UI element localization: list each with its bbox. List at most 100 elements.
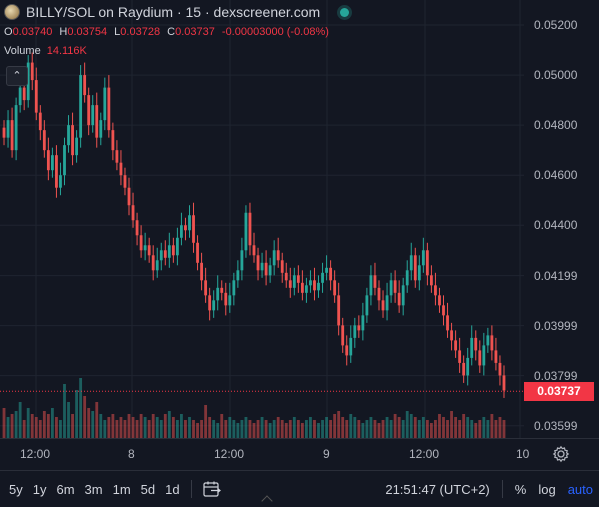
high-value: 0.03754 bbox=[67, 26, 108, 38]
price-axis[interactable]: 0.05200 0.05000 0.04800 0.04600 0.04400 0.041… bbox=[524, 0, 599, 438]
range-5d-button[interactable]: 5d bbox=[140, 481, 156, 497]
time-tick-label: 12:00 bbox=[409, 447, 440, 461]
candle-body-117 bbox=[474, 337, 478, 351]
candle-body-36 bbox=[147, 245, 151, 256]
candle-body-6 bbox=[26, 62, 30, 101]
low-key: L bbox=[114, 26, 121, 38]
volume-bar-2 bbox=[10, 414, 14, 438]
volume-bar-114 bbox=[462, 414, 466, 438]
last-price-tag: 0.03737 bbox=[524, 382, 594, 402]
volume-bar-57 bbox=[232, 420, 236, 438]
volume-bar-80 bbox=[325, 417, 328, 438]
candle-body-4 bbox=[18, 87, 22, 106]
candle-body-113 bbox=[458, 350, 462, 363]
volume-bar-37 bbox=[151, 414, 155, 438]
volume-bar-107 bbox=[434, 420, 437, 438]
price-tick-label: 0.03999 bbox=[534, 318, 578, 333]
log-scale-button[interactable]: log bbox=[538, 481, 556, 497]
range-1y-button[interactable]: 1y bbox=[32, 481, 47, 497]
candle-body-101 bbox=[409, 255, 413, 271]
volume-bar-123 bbox=[498, 417, 502, 438]
candle-body-22 bbox=[91, 105, 95, 126]
volume-bar-27 bbox=[111, 414, 115, 438]
gear-icon[interactable] bbox=[552, 445, 570, 463]
volume-bar-14 bbox=[59, 420, 62, 438]
volume-bar-44 bbox=[180, 414, 183, 438]
calendar-goto-icon[interactable] bbox=[202, 480, 222, 498]
volume-bar-24 bbox=[99, 414, 103, 438]
candle-body-105 bbox=[425, 250, 429, 276]
candle-body-110 bbox=[446, 315, 449, 331]
candle-body-120 bbox=[486, 335, 490, 346]
volume-bar-10 bbox=[42, 411, 46, 438]
collapse-legend-button[interactable]: ⌃ bbox=[6, 66, 28, 86]
volume-bar-28 bbox=[115, 420, 119, 438]
volume-bar-119 bbox=[482, 417, 486, 438]
volume-bar-62 bbox=[252, 423, 256, 438]
candle-body-51 bbox=[208, 295, 212, 311]
candle-body-83 bbox=[337, 295, 341, 326]
volume-bar-5 bbox=[22, 420, 26, 438]
volume-bar-84 bbox=[341, 417, 345, 438]
volume-bar-108 bbox=[438, 414, 441, 438]
toolbar-divider bbox=[190, 480, 192, 498]
candlestick-chart[interactable] bbox=[0, 0, 524, 438]
candle-body-46 bbox=[188, 215, 191, 231]
candle-body-27 bbox=[111, 130, 115, 151]
candle-body-28 bbox=[115, 150, 119, 163]
candle-body-78 bbox=[317, 282, 320, 291]
volume-bar-120 bbox=[486, 420, 490, 438]
low-value: 0.03728 bbox=[120, 26, 161, 38]
volume-bar-36 bbox=[147, 420, 151, 438]
open-value: 0.03740 bbox=[12, 26, 53, 38]
time-axis[interactable]: 12:00 8 12:00 9 12:00 10 bbox=[0, 438, 599, 470]
volume-bar-63 bbox=[256, 420, 260, 438]
volume-bar-112 bbox=[454, 417, 458, 438]
volume-bar-101 bbox=[409, 414, 413, 438]
range-6m-button[interactable]: 6m bbox=[56, 481, 75, 497]
volume-bar-46 bbox=[188, 417, 191, 438]
range-1d-button[interactable]: 1d bbox=[165, 481, 180, 497]
volume-bar-15 bbox=[63, 384, 66, 438]
range-1m-button[interactable]: 1m bbox=[112, 481, 131, 497]
candle-body-64 bbox=[260, 262, 264, 271]
candle-body-65 bbox=[264, 262, 268, 276]
candle-body-96 bbox=[389, 280, 393, 296]
volume-bar-121 bbox=[490, 414, 494, 438]
candle-body-3 bbox=[14, 105, 18, 151]
volume-bar-22 bbox=[91, 411, 95, 438]
range-3m-button[interactable]: 3m bbox=[84, 481, 103, 497]
candle-body-45 bbox=[184, 225, 187, 231]
range-5y-button[interactable]: 5y bbox=[9, 481, 23, 497]
candle-body-30 bbox=[123, 175, 127, 188]
volume-bar-21 bbox=[87, 408, 91, 438]
volume-bar-6 bbox=[26, 408, 30, 438]
candle-body-76 bbox=[309, 280, 312, 286]
volume-bar-81 bbox=[329, 420, 333, 438]
volume-bar-94 bbox=[381, 420, 385, 438]
candle-body-89 bbox=[361, 315, 365, 331]
candle-body-91 bbox=[369, 275, 373, 296]
candle-body-14 bbox=[59, 175, 62, 188]
candle-body-108 bbox=[438, 295, 441, 306]
candle-body-75 bbox=[305, 285, 308, 293]
volume-bar-88 bbox=[357, 420, 361, 438]
volume-bar-48 bbox=[196, 423, 199, 438]
candle-body-115 bbox=[466, 357, 470, 376]
volume-bar-115 bbox=[466, 417, 470, 438]
price-tick-label: 0.04400 bbox=[534, 218, 578, 233]
timezone-clock[interactable]: 21:51:47 (UTC+2) bbox=[385, 481, 490, 497]
volume-bar-97 bbox=[393, 414, 397, 438]
volume-bar-56 bbox=[228, 417, 232, 438]
time-tick-label: 10 bbox=[516, 447, 530, 461]
percent-scale-button[interactable]: % bbox=[514, 481, 527, 497]
volume-bar-49 bbox=[200, 420, 203, 438]
volume-bar-100 bbox=[405, 411, 409, 438]
volume-bar-19 bbox=[79, 378, 83, 438]
candle-body-48 bbox=[196, 242, 199, 263]
volume-bar-31 bbox=[127, 414, 131, 438]
auto-scale-button[interactable]: auto bbox=[567, 481, 593, 497]
volume-bar-59 bbox=[240, 420, 244, 438]
candle-body-85 bbox=[345, 345, 349, 356]
time-tick-label: 12:00 bbox=[20, 447, 51, 461]
